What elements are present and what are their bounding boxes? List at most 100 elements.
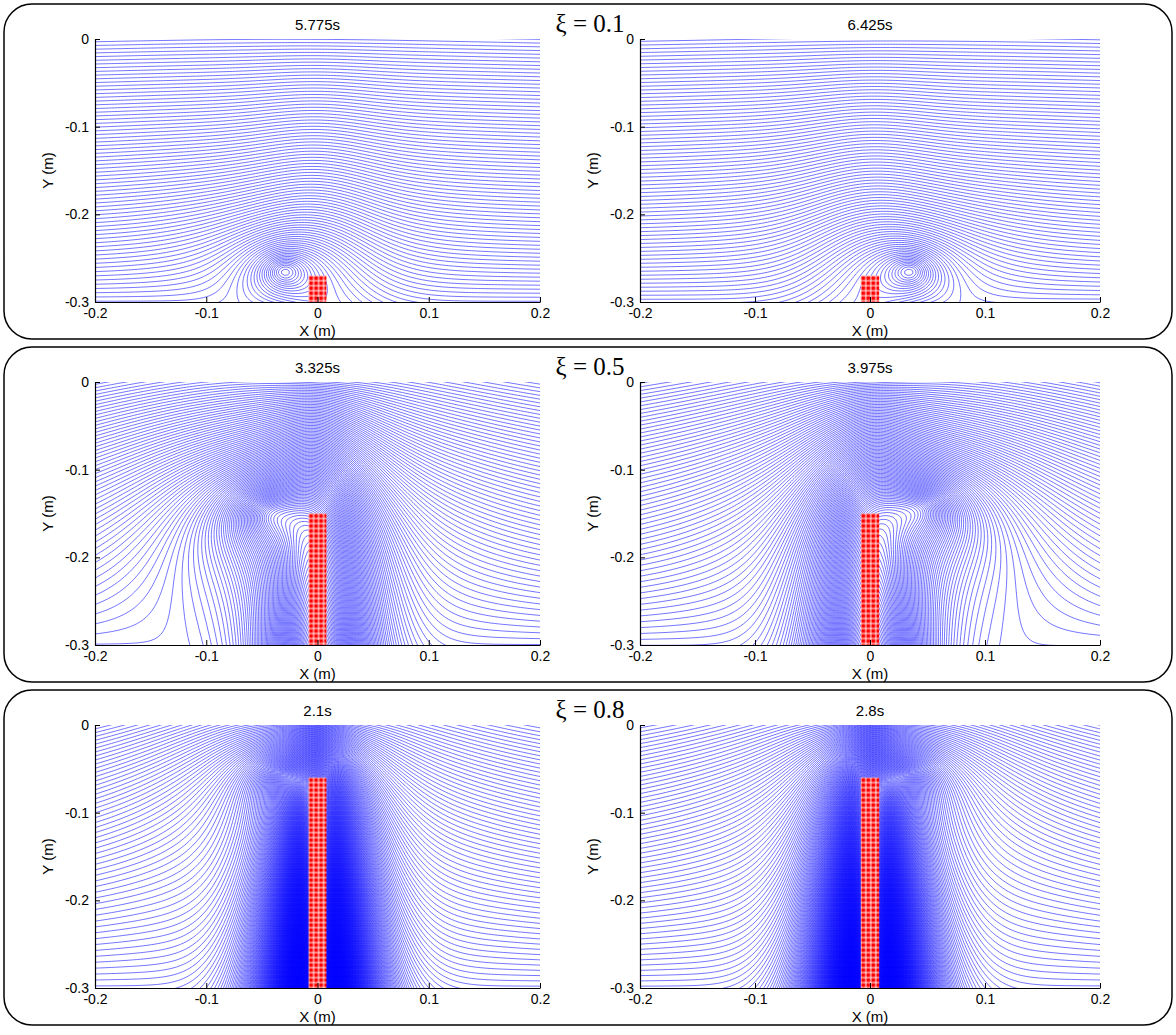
barrier xyxy=(309,514,327,646)
panel: -0.2-0.100.10.2-0.3-0.2-0.10X (m)Y (m)2.… xyxy=(584,702,1123,1025)
annotation: ξ = 0.1 xyxy=(556,10,625,37)
tick-label: 0 xyxy=(81,374,89,390)
streamline xyxy=(617,707,880,712)
tick-label: 0.2 xyxy=(531,305,551,321)
y-axis-title: Y (m) xyxy=(39,838,56,874)
tick-label: -0.2 xyxy=(610,549,634,565)
tick: -0.1 xyxy=(610,805,645,821)
x-axis-title: X (m) xyxy=(852,1008,889,1025)
tick: -0.1 xyxy=(610,119,645,135)
tick-label: 0 xyxy=(314,991,322,1007)
panel: -0.2 -0.1 0 0.1 0.2 -0.3 -0.2 -0.1 0 X (m) Y (m) 3.… xyxy=(584,359,1123,682)
x-axis-title: X (m) xyxy=(852,665,889,682)
tick-label: -0.1 xyxy=(65,119,89,135)
tick-label: 0.1 xyxy=(420,648,440,664)
tick: -0.2 xyxy=(610,549,645,565)
barrier xyxy=(861,514,879,646)
figure: -0.2-0.100.10.2-0.3-0.2-0.10X (m)Y (m)5.… xyxy=(0,0,1176,1035)
tick-label: 0.2 xyxy=(531,991,551,1007)
tick-label: 0 xyxy=(81,717,89,733)
panel-title: 2.8s xyxy=(856,702,884,719)
tick-label: -0.2 xyxy=(65,892,89,908)
tick-label: -0.1 xyxy=(743,305,767,321)
tick-label: -0.1 xyxy=(195,991,219,1007)
tick-label: 0 xyxy=(867,305,875,321)
tick-label: -0.3 xyxy=(65,294,89,310)
tick-label: 0 xyxy=(314,305,322,321)
tick-label: -0.3 xyxy=(65,637,89,653)
tick-label: 0 xyxy=(626,717,634,733)
tick: -0.1 xyxy=(610,462,645,478)
tick: -0.2 xyxy=(65,892,100,908)
panel-title: 3.325s xyxy=(295,359,340,376)
streamline xyxy=(302,707,562,719)
panel: -0.2-0.100.10.2-0.3-0.2-0.10X (m)Y (m)5.… xyxy=(39,10,625,339)
y-axis: -0.3 -0.2 -0.1 0 xyxy=(65,31,100,310)
streamline xyxy=(305,707,562,715)
x-axis-title: X (m) xyxy=(299,665,336,682)
tick: -0.2 xyxy=(610,206,645,222)
streamline xyxy=(470,364,562,379)
streamline xyxy=(308,707,563,712)
tick-label: -0.3 xyxy=(610,637,634,653)
tick-label: 0 xyxy=(81,31,89,47)
tick-label: -0.1 xyxy=(65,805,89,821)
tick-label: -0.3 xyxy=(65,980,89,996)
tick-label: 0 xyxy=(314,648,322,664)
y-axis-title: Y (m) xyxy=(584,495,601,531)
tick-label: 0.2 xyxy=(1091,991,1111,1007)
tick-label: -0.2 xyxy=(65,206,89,222)
tick: -0.2 xyxy=(65,549,100,565)
y-axis: -0.3 -0.2 -0.1 0 xyxy=(65,374,100,653)
tick-label: -0.1 xyxy=(610,462,634,478)
tick-label: -0.1 xyxy=(743,648,767,664)
tick-label: -0.2 xyxy=(65,549,89,565)
tick-label: 0 xyxy=(626,31,634,47)
y-axis-title: Y (m) xyxy=(39,152,56,188)
tick: -0.1 xyxy=(65,462,100,478)
tick-label: -0.1 xyxy=(610,119,634,135)
panel: -0.2 -0.1 0 0.1 0.2 -0.3 -0.2 -0.1 0 X (m) Y (m) 6.… xyxy=(584,16,1123,339)
barrier xyxy=(861,778,879,988)
panel-title: 2.1s xyxy=(303,702,331,719)
tick-label: 0.2 xyxy=(1091,305,1111,321)
plot-area xyxy=(617,21,1123,319)
tick-label: -0.1 xyxy=(195,648,219,664)
tick-label: 0.1 xyxy=(976,648,996,664)
tick-label: 0.2 xyxy=(531,648,551,664)
plot-area xyxy=(617,364,1123,662)
tick-label: 0.1 xyxy=(976,991,996,1007)
streamline xyxy=(492,364,562,376)
panel-title: 3.975s xyxy=(847,359,892,376)
tick-label: 0 xyxy=(867,991,875,1007)
tick-label: -0.2 xyxy=(610,206,634,222)
plot-area xyxy=(73,707,563,1005)
tick: -0.2 xyxy=(610,892,645,908)
annotation: ξ = 0.5 xyxy=(556,353,625,380)
y-axis-title: Y (m) xyxy=(584,152,601,188)
tick-label: -0.3 xyxy=(610,294,634,310)
tick-label: 0 xyxy=(867,648,875,664)
tick-label: -0.3 xyxy=(610,980,634,996)
annotation: ξ = 0.8 xyxy=(556,696,625,723)
panel-title: 6.425s xyxy=(847,16,892,33)
panel: -0.2-0.100.10.2-0.3-0.2-0.10X (m)Y (m)2.… xyxy=(39,696,625,1025)
x-axis-title: X (m) xyxy=(852,322,889,339)
plot-area xyxy=(73,21,563,319)
plot-area xyxy=(617,707,1123,1005)
tick-label: 0.1 xyxy=(420,991,440,1007)
y-axis: -0.3 -0.2 -0.1 0 xyxy=(610,374,645,653)
tick-label: 0.2 xyxy=(1091,648,1111,664)
plot-area xyxy=(73,364,563,662)
y-axis: -0.3 -0.2 -0.1 0 xyxy=(610,31,645,310)
x-axis-title: X (m) xyxy=(299,322,336,339)
tick-label: 0 xyxy=(626,374,634,390)
tick-label: 0.1 xyxy=(976,305,996,321)
streamline xyxy=(617,707,886,719)
tick-label: -0.1 xyxy=(743,991,767,1007)
tick: -0.2 xyxy=(65,206,100,222)
streamline xyxy=(617,707,883,715)
panel-title: 5.775s xyxy=(295,16,340,33)
panel: -0.2 -0.1 0 0.1 0.2 -0.3 -0.2 -0.1 0 X (m) Y (m) 3.… xyxy=(39,353,625,682)
tick-label: -0.2 xyxy=(610,892,634,908)
